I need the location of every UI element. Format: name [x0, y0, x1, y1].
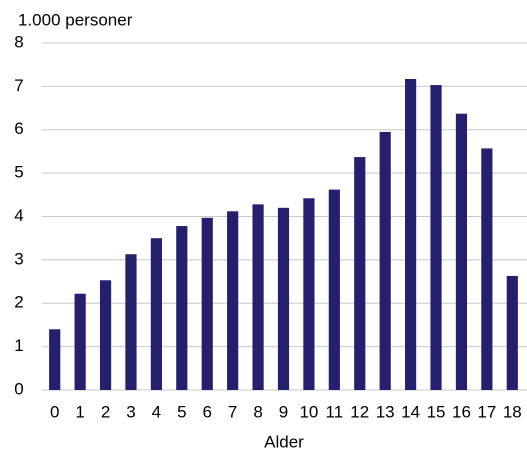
y-tick-label: 3: [14, 249, 23, 268]
x-tick-label: 11: [326, 402, 344, 421]
x-tick-label: 13: [376, 402, 395, 421]
bar: [49, 329, 61, 390]
x-tick-label: 7: [228, 402, 237, 421]
bar: [430, 85, 442, 390]
x-axis-title: Alder: [264, 432, 304, 451]
bar: [201, 217, 213, 390]
bar: [252, 204, 264, 390]
y-tick-label: 0: [14, 379, 23, 398]
x-tick-label: 12: [350, 402, 369, 421]
bar: [354, 157, 366, 390]
y-tick-label: 7: [14, 76, 23, 95]
y-tick-label: 6: [14, 119, 23, 138]
bar: [150, 238, 162, 390]
x-tick-label: 6: [203, 402, 212, 421]
y-tick-label: 4: [14, 206, 23, 225]
bar: [379, 131, 391, 390]
y-axis-title: 1.000 personer: [18, 10, 133, 29]
x-tick-label: 16: [452, 402, 471, 421]
y-tick-label: 5: [14, 163, 23, 182]
x-tick-label: 2: [101, 402, 110, 421]
bar: [455, 113, 468, 391]
bar: [74, 293, 86, 390]
x-tick-label: 10: [299, 402, 318, 421]
bar: [481, 148, 493, 390]
bar: [303, 198, 315, 390]
bar: [328, 189, 340, 390]
x-tick-label: 9: [279, 402, 288, 421]
bar: [277, 207, 290, 390]
bar: [506, 275, 518, 390]
y-tick-label: 2: [14, 293, 23, 312]
bar: [99, 280, 112, 390]
y-tick-label: 8: [14, 32, 23, 51]
x-tick-label: 3: [126, 402, 135, 421]
bar: [125, 254, 137, 390]
bar: [227, 211, 239, 390]
x-tick-label: 5: [177, 402, 186, 421]
x-tick-label: 0: [50, 402, 59, 421]
x-tick-label: 4: [152, 402, 161, 421]
x-tick-label: 18: [503, 402, 522, 421]
x-tick-label: 15: [427, 402, 446, 421]
bar: [176, 226, 188, 390]
y-tick-label: 1: [14, 336, 23, 355]
bar: [405, 79, 417, 390]
x-tick-label: 14: [401, 402, 420, 421]
x-tick-label: 8: [253, 402, 262, 421]
x-tick-label: 1: [75, 402, 84, 421]
x-tick-label: 17: [477, 402, 496, 421]
